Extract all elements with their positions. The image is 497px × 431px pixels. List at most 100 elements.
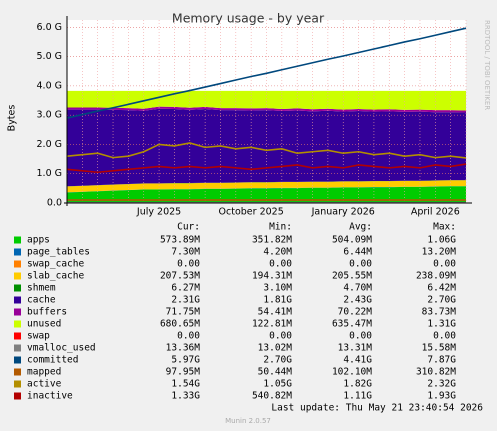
legend-stat: 2.31G xyxy=(171,295,200,306)
legend-stat: 0.00 xyxy=(433,259,456,270)
legend-stat: 1.82G xyxy=(343,379,372,390)
legend-swatch xyxy=(14,356,21,364)
legend-stat: 635.47M xyxy=(332,319,372,330)
legend-stat: 6.44M xyxy=(343,247,372,258)
legend-stat: 71.75M xyxy=(166,307,201,318)
legend-stat: 70.22M xyxy=(338,307,373,318)
legend-header: Min: xyxy=(269,222,292,233)
legend-swatch xyxy=(14,248,21,256)
legend-stat: 13.31M xyxy=(338,343,373,354)
legend-label: page_tables xyxy=(27,247,90,258)
legend-stat: 351.82M xyxy=(252,235,292,246)
legend-stat: 54.41M xyxy=(258,307,293,318)
chart-title: Memory usage - by year xyxy=(172,11,325,26)
area xyxy=(67,180,466,193)
legend-label: apps xyxy=(27,235,50,246)
legend-swatch xyxy=(14,380,21,388)
legend-label: swap xyxy=(27,331,50,342)
grid xyxy=(66,20,467,204)
legend-stat: 7.30M xyxy=(171,247,200,258)
legend-stat: 13.02M xyxy=(258,343,293,354)
legend-stat: 0.00 xyxy=(433,331,456,342)
legend-stat: 0.00 xyxy=(349,259,372,270)
legend-stat: 83.73M xyxy=(422,307,457,318)
legend-stat: 194.31M xyxy=(252,271,292,282)
legend-stat: 2.32G xyxy=(427,379,456,390)
legend-stat: 0.00 xyxy=(177,259,200,270)
side-note: RRDTOOL / TOBI OETIKER xyxy=(483,20,491,110)
legend-swatch xyxy=(14,320,21,328)
legend-stat: 1.93G xyxy=(427,391,456,402)
legend-stat: 1.06G xyxy=(427,235,456,246)
legend-stat: 3.10M xyxy=(263,283,292,294)
legend-stat: 504.09M xyxy=(332,235,372,246)
legend-stat: 1.05G xyxy=(263,379,292,390)
legend-stat: 13.36M xyxy=(166,343,201,354)
legend-stat: 6.42M xyxy=(427,283,456,294)
area xyxy=(67,186,466,193)
legend-stat: 5.97G xyxy=(171,355,200,366)
area xyxy=(67,106,466,113)
legend-stat: 4.41G xyxy=(343,355,372,366)
legend-stat: 2.70G xyxy=(263,355,292,366)
legend-swatch xyxy=(14,332,21,340)
legend-header: Max: xyxy=(433,222,456,233)
legend-stat: 6.27M xyxy=(171,283,200,294)
x-tick-label: January 2026 xyxy=(311,207,375,218)
y-tick-label: 6.0 G xyxy=(37,22,63,33)
legend-stat: 573.89M xyxy=(160,235,200,246)
legend-stat: 310.82M xyxy=(416,367,456,378)
version: Munin 2.0.57 xyxy=(225,417,271,425)
legend-stat: 0.00 xyxy=(177,331,200,342)
legend-label: committed xyxy=(27,355,78,366)
legend-swatch xyxy=(14,236,21,244)
legend-stat: 2.43G xyxy=(343,295,372,306)
y-tick-label: 0.0 xyxy=(47,198,62,209)
legend-swatch xyxy=(14,260,21,268)
legend-swatch xyxy=(14,392,21,400)
legend-swatch xyxy=(14,272,21,280)
legend-stat: 50.44M xyxy=(258,367,293,378)
y-tick-label: 3.0 G xyxy=(37,110,63,121)
area xyxy=(67,108,466,187)
legend-label: buffers xyxy=(27,307,67,318)
legend-stat: 0.00 xyxy=(269,259,292,270)
line xyxy=(66,142,467,159)
legend-label: mapped xyxy=(27,367,61,378)
legend-label: vmalloc_used xyxy=(27,343,96,354)
legend-stat: 207.53M xyxy=(160,271,200,282)
legend-swatch xyxy=(14,368,21,376)
legend-header: Cur: xyxy=(177,222,200,233)
legend-stat: 540.82M xyxy=(252,391,292,402)
legend-swatch xyxy=(14,344,21,352)
legend-label: swap_cache xyxy=(27,259,84,270)
legend-stat: 97.95M xyxy=(166,367,201,378)
legend-stat: 1.81G xyxy=(263,295,292,306)
legend-header: Avg: xyxy=(349,222,372,233)
legend-label: unused xyxy=(27,319,61,330)
legend-label: slab_cache xyxy=(27,271,84,282)
legend-label: cache xyxy=(27,295,56,306)
legend-swatch xyxy=(14,308,21,316)
legend-label: inactive xyxy=(27,391,73,402)
legend-stat: 7.87G xyxy=(427,355,456,366)
legend-stat: 0.00 xyxy=(269,331,292,342)
legend-stat: 4.20M xyxy=(263,247,292,258)
legend-stat: 205.55M xyxy=(332,271,372,282)
legend-stat: 1.31G xyxy=(427,319,456,330)
legend-swatch xyxy=(14,296,21,304)
legend-swatch xyxy=(14,284,21,292)
footer: Last update: Thu May 21 23:40:54 2026 xyxy=(271,403,483,414)
y-tick-label: 1.0 G xyxy=(37,168,63,179)
y-tick-label: 5.0 G xyxy=(37,51,63,62)
line xyxy=(66,163,467,174)
legend-stat: 1.11G xyxy=(343,391,372,402)
legend-stat: 2.70G xyxy=(427,295,456,306)
y-tick-label: 2.0 G xyxy=(37,139,63,150)
legend-stat: 1.33G xyxy=(171,391,200,402)
legend-stat: 122.81M xyxy=(252,319,292,330)
legend-stat: 1.54G xyxy=(171,379,200,390)
legend-stat: 102.10M xyxy=(332,367,372,378)
y-tick-label: 4.0 G xyxy=(37,80,63,91)
